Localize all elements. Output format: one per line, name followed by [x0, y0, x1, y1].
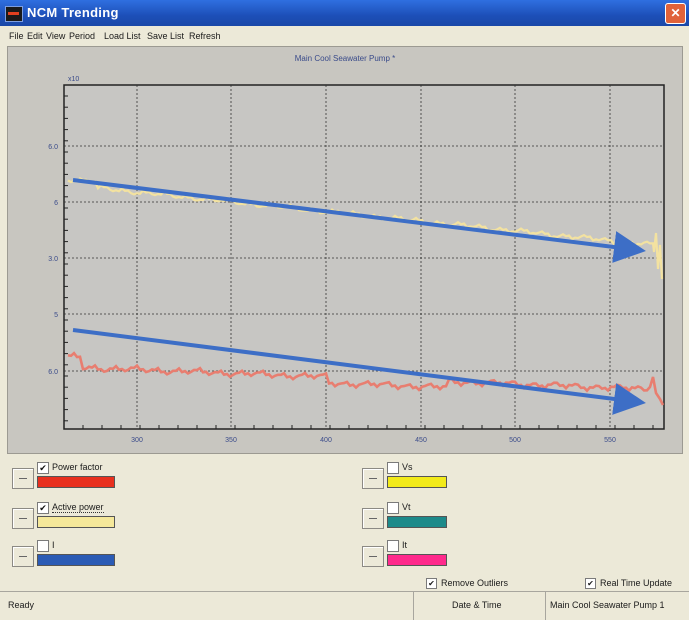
trend-arrow-upper	[72, 178, 646, 263]
menu-edit[interactable]: Edit	[27, 31, 43, 41]
x-tick-label: 300	[131, 437, 143, 444]
y-tick-label: 6.0	[48, 369, 58, 376]
legend-color-swatch[interactable]	[387, 516, 447, 528]
legend-label: I	[52, 540, 55, 550]
y-tick-label: 6.0	[48, 144, 58, 151]
legend-item-it: It	[362, 538, 522, 568]
legend-item-active-power: ✔ Active power	[12, 500, 172, 530]
trend-arrow-lower	[72, 328, 646, 415]
y-axis: 6.0 6 3.0 5 6.0	[48, 95, 68, 422]
menu-file[interactable]: File	[9, 31, 24, 41]
y-tick-label: 3.0	[48, 256, 58, 263]
legend-label: Power factor	[52, 462, 103, 472]
legend-settings-button[interactable]	[12, 508, 34, 529]
legend-color-swatch[interactable]	[387, 554, 447, 566]
real-time-update-option[interactable]: ✔ Real Time Update	[585, 578, 672, 590]
app-icon	[5, 6, 23, 22]
status-selection-cell: Main Cool Seawater Pump 1	[545, 592, 689, 620]
title-bar: NCM Trending ✕	[0, 0, 689, 26]
remove-outliers-label: Remove Outliers	[441, 578, 509, 588]
x-tick-label: 350	[225, 437, 237, 444]
legend-settings-button[interactable]	[12, 468, 34, 489]
x-tick-label: 500	[509, 437, 521, 444]
menu-load-list[interactable]: Load List	[104, 31, 141, 41]
menu-refresh[interactable]: Refresh	[189, 31, 221, 41]
plot-area	[63, 84, 665, 430]
legend-label: Vs	[402, 462, 413, 472]
trend-chart: 6.0 6 3.0 5 6.0 300 350 400 450 500 550 x10	[48, 76, 665, 444]
legend-color-swatch[interactable]	[37, 516, 115, 528]
status-bar: Ready Date & Time Main Cool Seawater Pum…	[0, 591, 689, 620]
x-tick-label: 550	[604, 437, 616, 444]
legend-settings-button[interactable]	[362, 546, 384, 567]
chart-title: Main Cool Seawater Pump *	[294, 54, 396, 63]
y-tick-label: 6	[54, 200, 58, 207]
legend-settings-button[interactable]	[12, 546, 34, 567]
legend-checkbox[interactable]: ✔	[37, 462, 49, 474]
status-datetime: Date & Time	[452, 600, 502, 610]
menu-bar: File Edit View Period Load List Save Lis…	[0, 27, 689, 45]
y-unit-label: x10	[68, 76, 79, 83]
close-button[interactable]: ✕	[665, 3, 686, 24]
legend-checkbox[interactable]	[387, 462, 399, 474]
legend-item-power-factor: ✔ Power factor	[12, 460, 172, 490]
legend-settings-button[interactable]	[362, 508, 384, 529]
x-tick-label: 400	[320, 437, 332, 444]
menu-period[interactable]: Period	[69, 31, 96, 41]
menu-save-list[interactable]: Save List	[147, 31, 185, 41]
legend-label: Active power	[52, 502, 104, 513]
legend-checkbox[interactable]: ✔	[37, 502, 49, 514]
legend-color-swatch[interactable]	[37, 554, 115, 566]
legend-item-current: I	[12, 538, 172, 568]
y-tick-label: 5	[54, 312, 58, 319]
legend-settings-button[interactable]	[362, 468, 384, 489]
remove-outliers-option[interactable]: ✔ Remove Outliers	[426, 578, 508, 590]
x-axis: 300 350 400 450 500 550	[82, 425, 654, 444]
legend-item-vt: Vt	[362, 500, 522, 530]
trend-chart-panel: Main Cool Seawater Pump * 6.0 6 3.0 5 6.0 30…	[7, 46, 683, 454]
legend-checkbox[interactable]	[37, 540, 49, 552]
status-datetime-cell: Date & Time	[413, 592, 554, 620]
window-title: NCM Trending	[27, 5, 119, 20]
status-selection: Main Cool Seawater Pump 1	[550, 600, 665, 610]
legend-checkbox[interactable]	[387, 540, 399, 552]
legend-item-vs: Vs	[362, 460, 522, 490]
real-time-update-label: Real Time Update	[600, 578, 673, 588]
legend-label: Vt	[402, 502, 411, 512]
series-power-factor	[67, 351, 665, 406]
remove-outliers-checkbox[interactable]: ✔	[426, 578, 437, 590]
status-state: Ready	[8, 600, 35, 610]
legend-label: It	[402, 540, 408, 550]
real-time-update-checkbox[interactable]: ✔	[585, 578, 596, 590]
menu-view[interactable]: View	[46, 31, 66, 41]
x-tick-label: 450	[415, 437, 427, 444]
legend-color-swatch[interactable]	[37, 476, 115, 488]
legend-checkbox[interactable]	[387, 502, 399, 514]
legend-color-swatch[interactable]	[387, 476, 447, 488]
